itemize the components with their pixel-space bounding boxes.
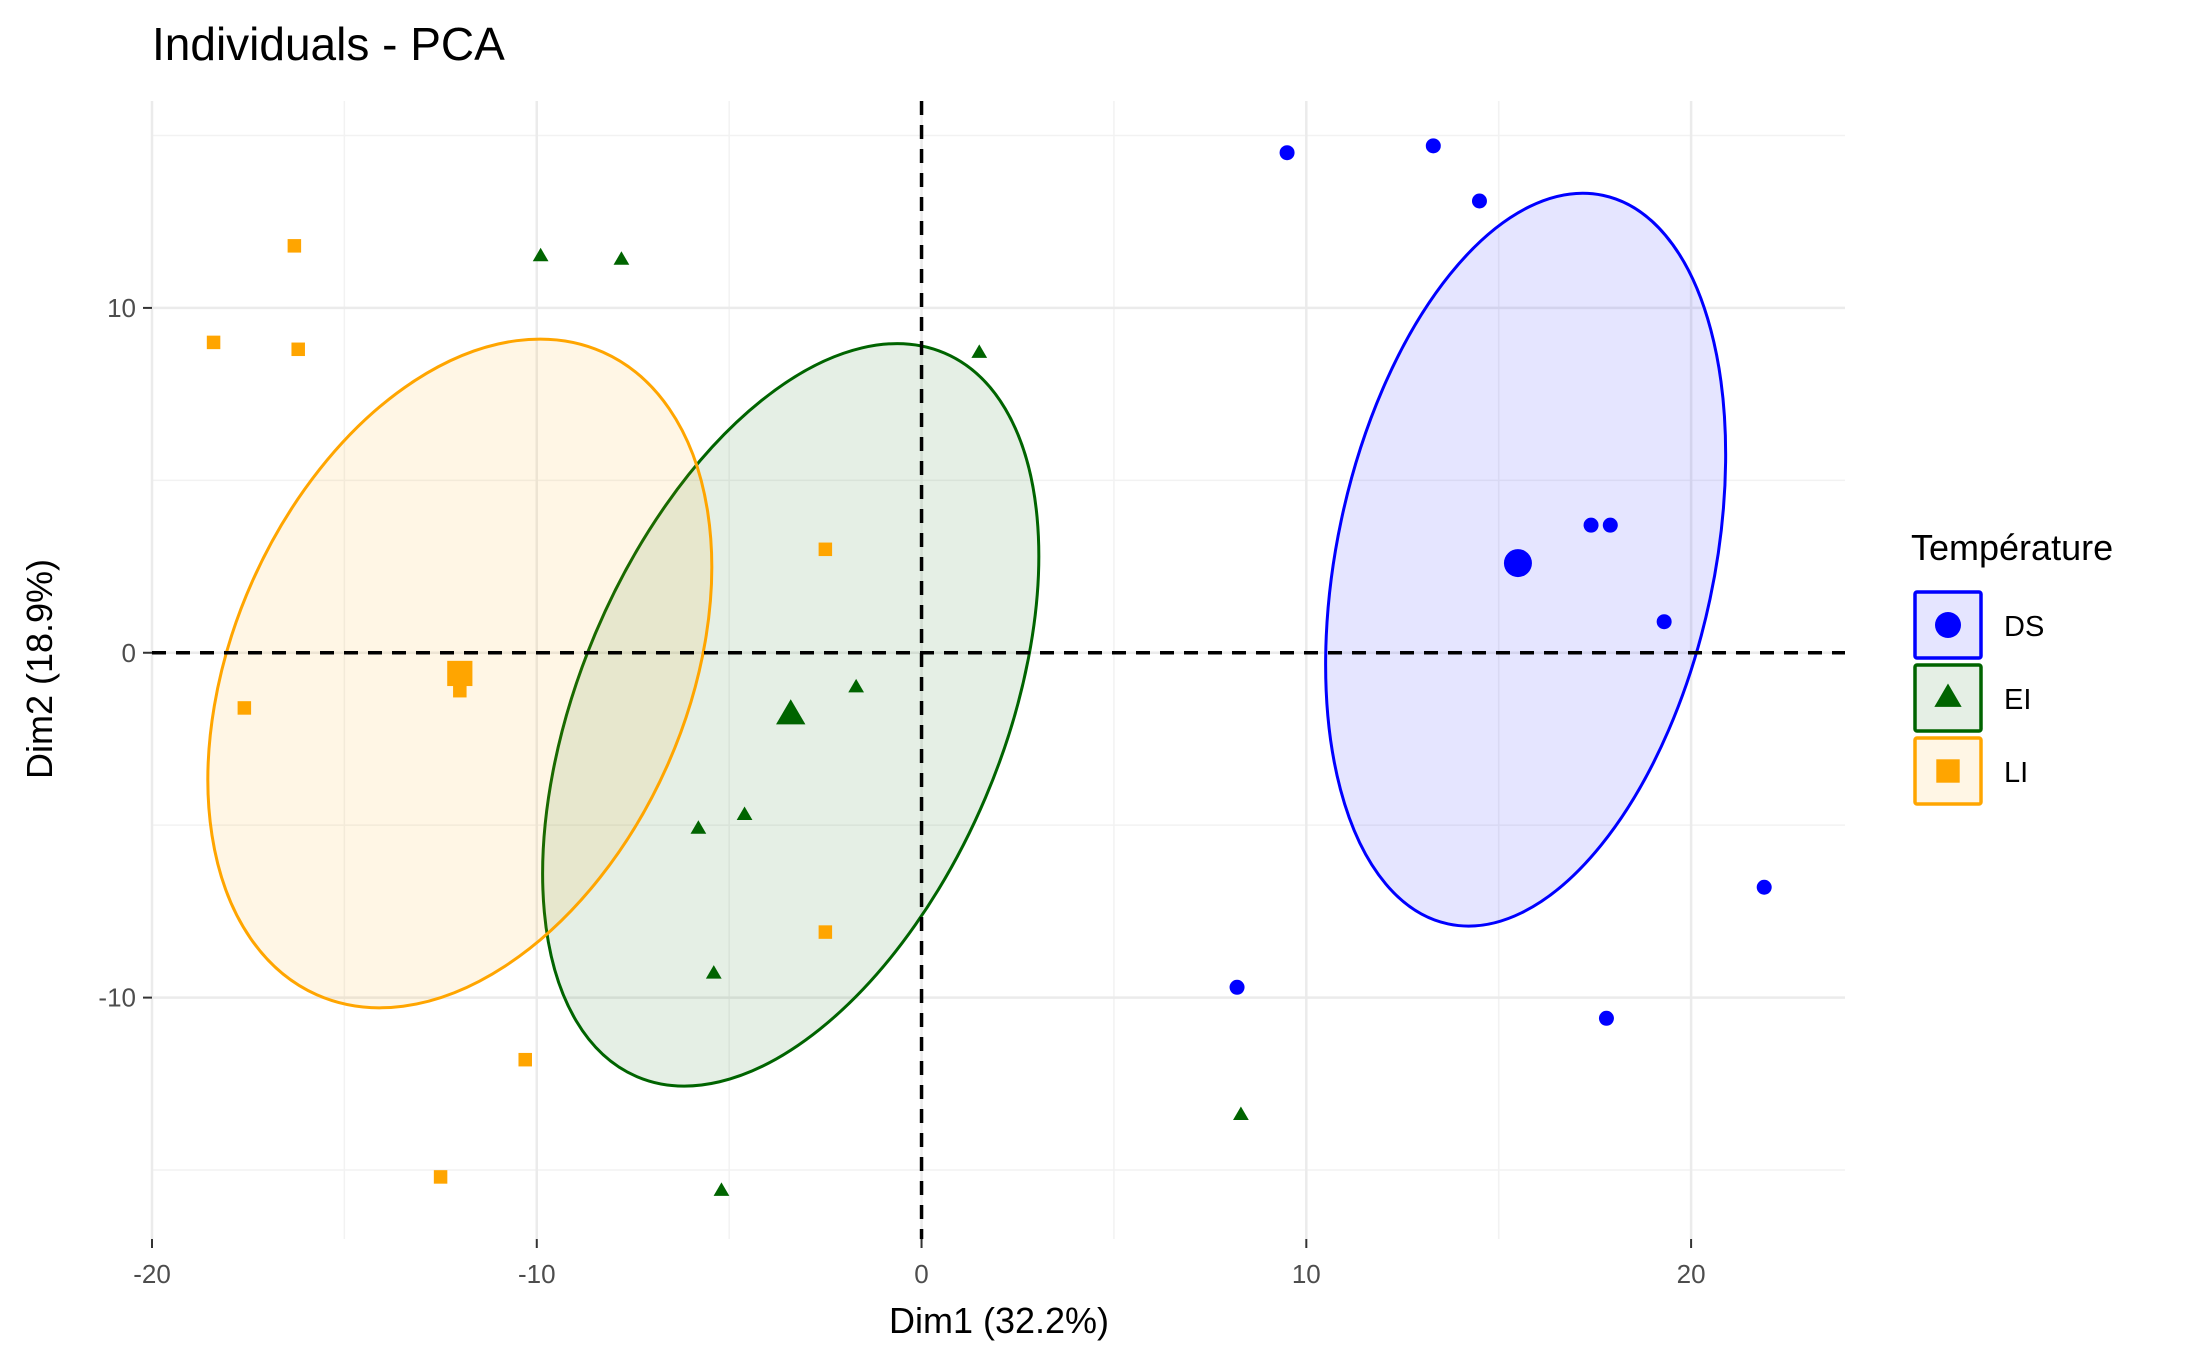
data-point-ei (532, 247, 549, 262)
data-point-ei (1233, 1106, 1249, 1120)
legend-label-ei: EI (2004, 684, 2031, 716)
data-point-ei (736, 806, 753, 820)
y-axis-title: Dim2 (18.9%) (19, 559, 60, 779)
axis-ticks: -20 -10 0 10 20 -10 0 10 (98, 293, 1705, 1289)
centroid-li (447, 660, 473, 687)
x-tick-label: 0 (914, 1259, 928, 1289)
data-point-ei (705, 965, 722, 979)
data-point-li (291, 342, 305, 357)
x-tick-label: -20 (133, 1259, 171, 1289)
data-point-ei (713, 1182, 730, 1196)
data-point-ds (1656, 614, 1672, 630)
reference-lines (152, 101, 1845, 1239)
x-tick-label: 10 (1292, 1259, 1321, 1289)
data-point-ds (1602, 517, 1618, 533)
legend-marker-li (1936, 759, 1960, 783)
data-point-li (206, 335, 221, 350)
data-point-li (818, 925, 833, 939)
data-point-ei (848, 678, 865, 693)
data-point-ds (1229, 979, 1245, 995)
confidence-ellipses (206, 191, 1728, 1088)
data-point-ei (613, 251, 630, 265)
data-point-ds (1583, 517, 1599, 533)
legend: Température DS EI LI (1911, 527, 2113, 806)
legend-marker-ds (1935, 612, 1961, 638)
data-point-ds (1279, 145, 1295, 161)
data-point-li (433, 1170, 448, 1184)
legend-label-ds: DS (2004, 611, 2044, 643)
y-tick-label: 10 (107, 293, 136, 323)
data-point-li (237, 701, 252, 715)
legend-title: Température (1911, 527, 2113, 568)
data-point-li (453, 683, 467, 698)
centroid-ei (776, 699, 806, 725)
x-axis-title: Dim1 (32.2%) (889, 1300, 1109, 1341)
data-point-ei (971, 344, 988, 358)
legend-marker-ei (1934, 683, 1962, 707)
data-point-ds (1471, 193, 1487, 209)
data-point-ei (690, 820, 707, 834)
data-points (206, 138, 1772, 1196)
centroid-ds (1503, 549, 1532, 578)
data-point-ds (1756, 879, 1772, 895)
data-point-ds (1598, 1010, 1614, 1026)
x-tick-label: -10 (518, 1259, 556, 1289)
chart-title: Individuals - PCA (152, 18, 505, 70)
legend-label-li: LI (2004, 757, 2028, 789)
x-tick-label: 20 (1677, 1259, 1706, 1289)
data-point-li (518, 1052, 532, 1067)
data-point-li (287, 239, 302, 253)
y-tick-label: 0 (122, 638, 136, 668)
data-point-li (818, 542, 833, 557)
data-point-ds (1425, 138, 1441, 154)
y-tick-label: -10 (98, 983, 136, 1013)
